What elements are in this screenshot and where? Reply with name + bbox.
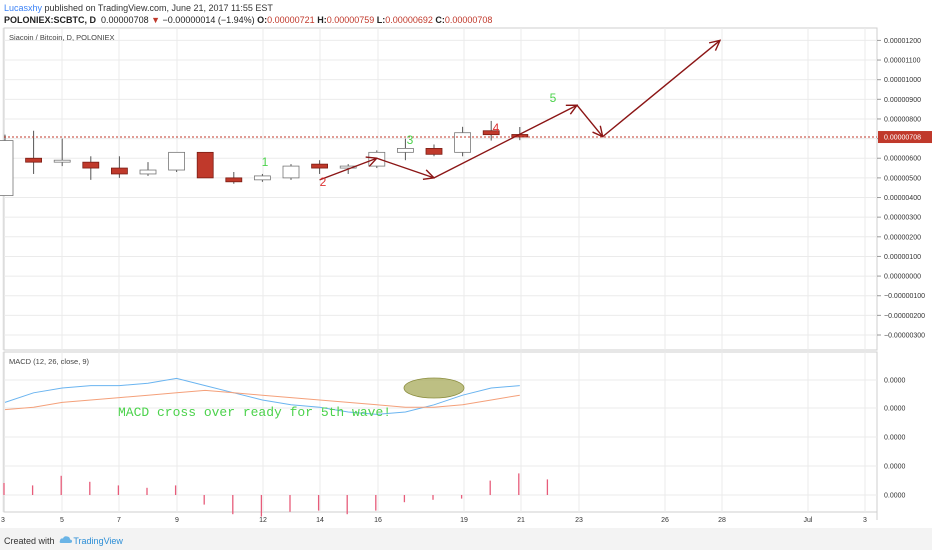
- wave-label-1: 1: [262, 155, 269, 169]
- crossover-highlight: [403, 377, 465, 399]
- price-y-tick-label: 0.00000600: [884, 156, 921, 163]
- macd-line: [4, 377, 520, 415]
- price-y-tick-label: −0.00000300: [884, 333, 925, 340]
- wave-arrow-segment: [376, 157, 434, 178]
- price-y-tick-label: 0.00000300: [884, 215, 921, 222]
- wave-label-5: 5: [550, 91, 557, 105]
- candle-body: [53, 159, 71, 163]
- price-y-tick-label: 0.00000800: [884, 116, 921, 123]
- macd-annotation: MACD cross over ready for 5th wave!: [118, 405, 391, 420]
- candle-body: [0, 140, 14, 196]
- macd-y-tick-label: 0.0000: [884, 464, 906, 471]
- low-label: L:: [376, 15, 386, 25]
- x-tick-label: 12: [259, 517, 267, 524]
- candle-body: [25, 157, 43, 163]
- wave-arrow-segment: [602, 40, 720, 138]
- candle-body: [368, 151, 386, 167]
- x-tick-label: 5: [60, 517, 64, 524]
- last-price-badge: [878, 131, 932, 144]
- candle-body: [311, 163, 329, 169]
- tradingview-brand-link[interactable]: TradingView: [73, 536, 123, 546]
- price-y-tick-label: 0.00000900: [884, 97, 921, 104]
- wave-label-4: 4: [493, 121, 500, 135]
- created-with: Created with TradingView: [4, 534, 123, 546]
- candle-body: [396, 148, 414, 153]
- macd-pane-title: MACD (12, 26, close, 9): [9, 357, 90, 366]
- macd-y-tick-label: 0.0000: [884, 406, 906, 413]
- wave-arrow-segment: [433, 105, 577, 179]
- publish-info: Lucasxhy published on TradingView.com, J…: [4, 3, 273, 13]
- x-tick-label: 3: [1, 517, 5, 524]
- x-tick-label: 28: [718, 517, 726, 524]
- price-y-tick-label: 0.00001000: [884, 77, 921, 84]
- x-tick-label: 14: [316, 517, 324, 524]
- price-pane-title: Siacoin / Bitcoin, D, POLONIEX: [9, 33, 114, 42]
- candle-body: [425, 148, 443, 155]
- x-tick-label: 3: [863, 517, 867, 524]
- candle-body: [168, 151, 186, 171]
- price-y-tick-label: 0.00000100: [884, 254, 921, 261]
- x-tick-label: 21: [517, 517, 525, 524]
- macd-y-tick-label: 0.0000: [884, 378, 906, 385]
- candle-body: [82, 161, 100, 169]
- candle-body: [139, 169, 157, 175]
- high-value: 0.00000759: [326, 15, 375, 25]
- price-y-tick-label: −0.00000200: [884, 313, 925, 320]
- x-tick-label: 9: [175, 517, 179, 524]
- open-label: O:: [257, 15, 268, 25]
- macd-y-tick-label: 0.0000: [884, 493, 906, 500]
- candle-body: [225, 177, 243, 183]
- close-value: 0.00000708: [444, 15, 493, 25]
- price-y-tick-label: −0.00000100: [884, 293, 925, 300]
- tradingview-cloud-icon: [59, 536, 73, 543]
- symbol-label: POLONIEX:SCBTC, D: [4, 15, 97, 25]
- open-value: 0.00000721: [267, 15, 315, 25]
- candle-body: [253, 175, 271, 181]
- chart-footer: Created with TradingView: [0, 528, 932, 550]
- macd-pane: [3, 351, 878, 513]
- price-y-tick-label: 0.00000500: [884, 175, 921, 182]
- last-price-label: 0.00000708: [884, 135, 921, 142]
- x-tick-label: 26: [661, 517, 669, 524]
- wave-label-3: 3: [407, 133, 414, 147]
- price-y-tick-label: 0.00001200: [884, 38, 921, 45]
- publish-text: published on TradingView.com, June 21, 2…: [42, 3, 273, 13]
- high-label: H:: [317, 15, 327, 25]
- wave-arrow-segment: [576, 104, 603, 136]
- wave-label-2: 2: [320, 175, 327, 189]
- price-y-tick-label: 0.00000200: [884, 234, 921, 241]
- candle-body: [282, 165, 300, 179]
- price-pane: [3, 27, 878, 351]
- price-y-tick-label: 0.00000400: [884, 195, 921, 202]
- author-link[interactable]: Lucasxhy: [4, 3, 43, 13]
- price-change: −0.00000014 (−1.94%): [162, 15, 255, 25]
- price-y-tick-label: 0.00000000: [884, 274, 921, 281]
- last-price: 0.00000708: [101, 15, 149, 25]
- chart-header: Lucasxhy published on TradingView.com, J…: [0, 0, 932, 26]
- close-label: C:: [435, 15, 445, 25]
- macd-y-tick-label: 0.0000: [884, 435, 906, 442]
- low-value: 0.00000692: [385, 15, 433, 25]
- x-tick-label: 23: [575, 517, 583, 524]
- wave-arrow-segment: [319, 158, 377, 181]
- candle-body: [196, 151, 214, 179]
- candle-body: [339, 165, 357, 169]
- candle-body: [111, 167, 128, 175]
- candle-body: [454, 132, 472, 153]
- signal-line: [4, 389, 520, 411]
- x-tick-label: 7: [117, 517, 121, 524]
- x-tick-label: 19: [460, 517, 468, 524]
- down-arrow-icon: ▼: [151, 15, 161, 25]
- candle-body: [482, 130, 500, 136]
- price-y-tick-label: 0.00001100: [884, 58, 921, 65]
- x-tick-label: Jul: [804, 517, 813, 524]
- x-tick-label: 16: [374, 517, 382, 524]
- ohlc-line: POLONIEX:SCBTC, D 0.00000708 ▼ −0.000000…: [4, 15, 492, 25]
- created-with-label: Created with: [4, 536, 55, 546]
